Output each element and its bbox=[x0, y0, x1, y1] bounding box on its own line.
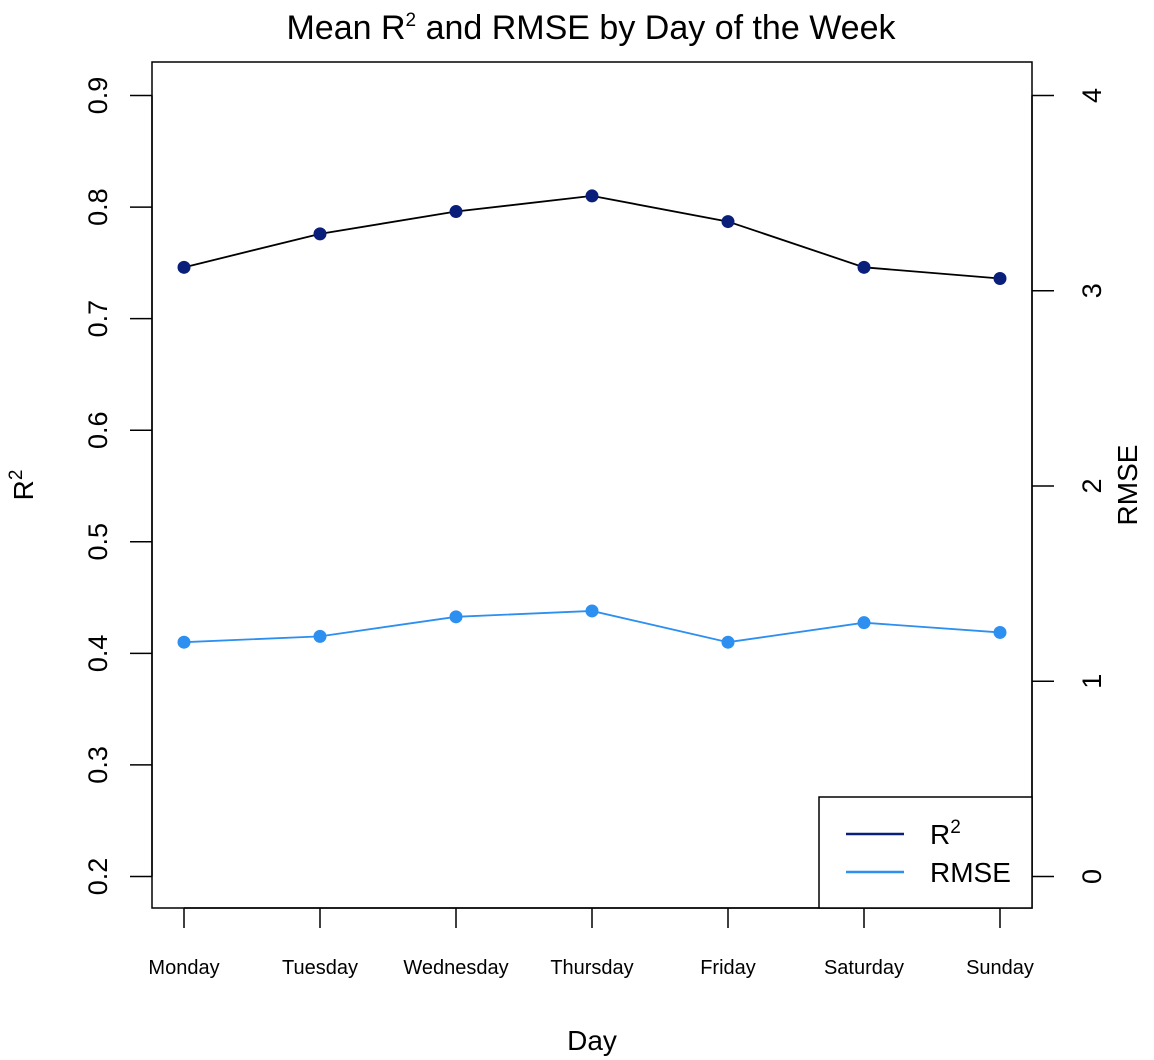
chart-title: Mean R2 and RMSE by Day of the Week bbox=[286, 9, 896, 47]
data-point-r2 bbox=[993, 271, 1007, 285]
y-tick-label: 0.3 bbox=[83, 746, 113, 784]
x-tick-label: Monday bbox=[148, 957, 219, 979]
data-point-r2 bbox=[177, 260, 191, 274]
x-axis: Monday Tuesday Wednesday Thursday Friday Satu… bbox=[148, 907, 1034, 979]
y-tick-label: 0.6 bbox=[83, 411, 113, 449]
y2-tick-label: 1 bbox=[1077, 674, 1107, 689]
y-tick-label: 0.2 bbox=[83, 858, 113, 896]
y2-tick-label: 2 bbox=[1077, 478, 1107, 493]
y-tick-label: 0.4 bbox=[83, 635, 113, 673]
data-point-rmse bbox=[721, 635, 735, 649]
y-tick-label: 0.8 bbox=[83, 188, 113, 226]
y2-tick-label: 0 bbox=[1077, 869, 1107, 884]
y-axis-title: R2 bbox=[6, 470, 39, 501]
data-point-r2 bbox=[449, 205, 463, 219]
x-tick-label: Tuesday bbox=[282, 957, 358, 979]
legend-label-r2: R2 bbox=[930, 817, 961, 850]
x-tick-label: Thursday bbox=[550, 957, 633, 979]
series-layer bbox=[177, 189, 1007, 649]
y-axis-left: 0.2 0.3 0.4 0.5 0.6 0.7 0.8 0.9 bbox=[83, 77, 153, 896]
legend: R2 RMSE bbox=[818, 796, 1033, 909]
x-tick-label: Sunday bbox=[966, 957, 1034, 979]
data-point-rmse bbox=[585, 604, 599, 618]
x-tick-label: Saturday bbox=[824, 957, 904, 979]
data-point-rmse bbox=[449, 610, 463, 624]
y-axis-right: 0 1 2 3 4 bbox=[1031, 88, 1107, 884]
data-point-r2 bbox=[313, 227, 327, 241]
y2-axis-title: RMSE bbox=[1112, 445, 1143, 526]
y2-tick-label: 4 bbox=[1077, 88, 1107, 103]
legend-box bbox=[818, 796, 1033, 909]
data-point-rmse bbox=[857, 616, 871, 630]
y-tick-label: 0.9 bbox=[83, 77, 113, 115]
y2-tick-label: 3 bbox=[1077, 283, 1107, 298]
data-point-r2 bbox=[585, 189, 599, 203]
data-point-rmse bbox=[313, 629, 327, 643]
y-tick-label: 0.7 bbox=[83, 300, 113, 338]
data-point-r2 bbox=[857, 260, 871, 274]
x-tick-label: Wednesday bbox=[403, 957, 508, 979]
x-axis-title: Day bbox=[567, 1025, 617, 1056]
legend-label-rmse: RMSE bbox=[930, 857, 1011, 888]
data-point-rmse bbox=[177, 635, 191, 649]
data-point-r2 bbox=[721, 215, 735, 229]
data-point-rmse bbox=[993, 625, 1007, 639]
x-tick-label: Friday bbox=[700, 957, 756, 979]
y-tick-label: 0.5 bbox=[83, 523, 113, 561]
